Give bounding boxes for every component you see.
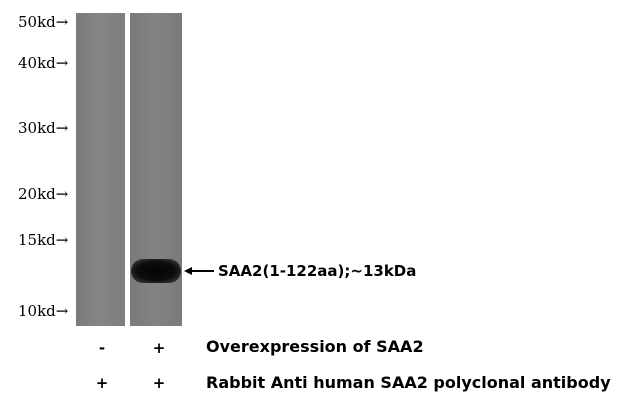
row1-lane1-sign: -: [98, 339, 106, 357]
arrow-left-icon: [184, 266, 216, 276]
lane-1: [76, 13, 125, 326]
row2-lane1-sign: +: [95, 374, 109, 392]
row2-lane2-sign: +: [152, 374, 166, 392]
marker-50kd: 50kd→: [18, 13, 69, 31]
band-label: SAA2(1-122aa);~13kDa: [218, 262, 417, 280]
marker-30kd: 30kd→: [18, 119, 69, 137]
row1-label: Overexpression of SAA2: [206, 337, 424, 356]
row2-label: Rabbit Anti human SAA2 polyclonal antibo…: [206, 373, 611, 392]
protein-band: [131, 259, 181, 283]
marker-15kd: 15kd→: [18, 231, 69, 249]
row1-lane2-sign: +: [152, 339, 166, 357]
western-blot-image: [76, 13, 182, 326]
marker-40kd: 40kd→: [18, 54, 69, 72]
marker-10kd: 10kd→: [18, 302, 69, 320]
marker-20kd: 20kd→: [18, 185, 69, 203]
lane-separator: [125, 13, 130, 326]
band-annotation: SAA2(1-122aa);~13kDa: [184, 261, 416, 281]
